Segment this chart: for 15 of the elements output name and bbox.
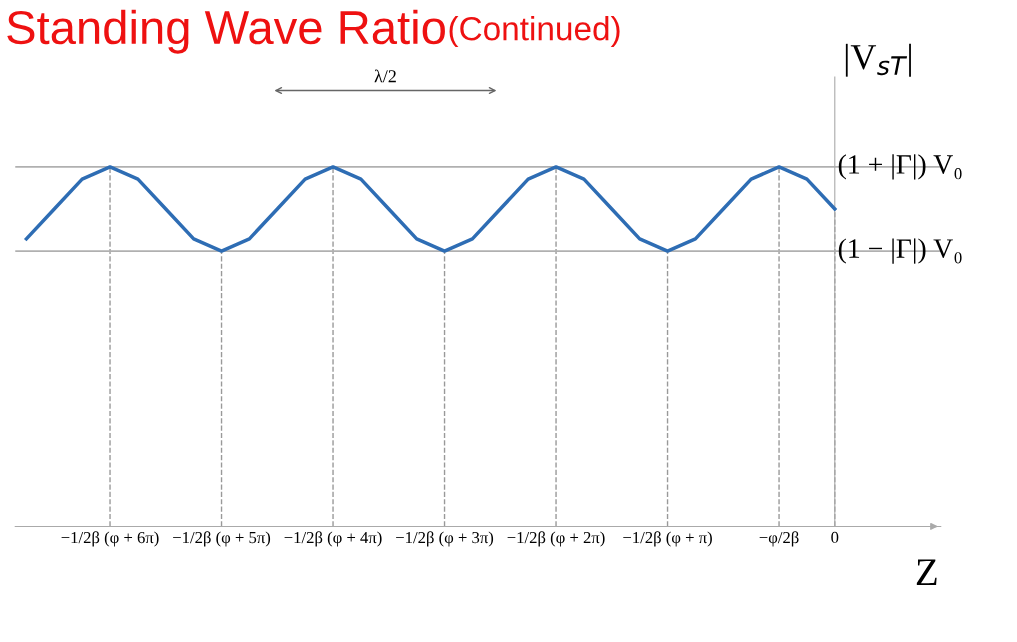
x-tick-label: −1/2β (φ + 4π) [284,531,382,547]
chart-subtitle: (Continued) [449,16,620,48]
x-axis-title: Z [916,559,937,585]
x-tick-label: −φ/2β [759,531,799,547]
text: λ/2 [374,69,396,83]
x-tick-label: −1/2β (φ + 3π) [396,531,494,547]
x-tick-label: 0 [831,531,839,544]
x-tick-label: −1/2β (φ + 6π) [61,531,159,547]
ref-line-label: (1 − |Γ|) V₀ [838,238,962,264]
x-tick-label: −1/2β (φ + 5π) [173,531,271,547]
chart-title: Standing Wave Ratio [7,9,445,54]
ref-line-label: (1 + |Γ|) V₀ [838,154,962,180]
y-axis-title: |V$_{sT}$| [845,43,911,77]
x-tick-label: −1/2β (φ + 2π) [507,531,605,547]
x-tick-label: −1/2β (φ + π) [623,531,712,547]
